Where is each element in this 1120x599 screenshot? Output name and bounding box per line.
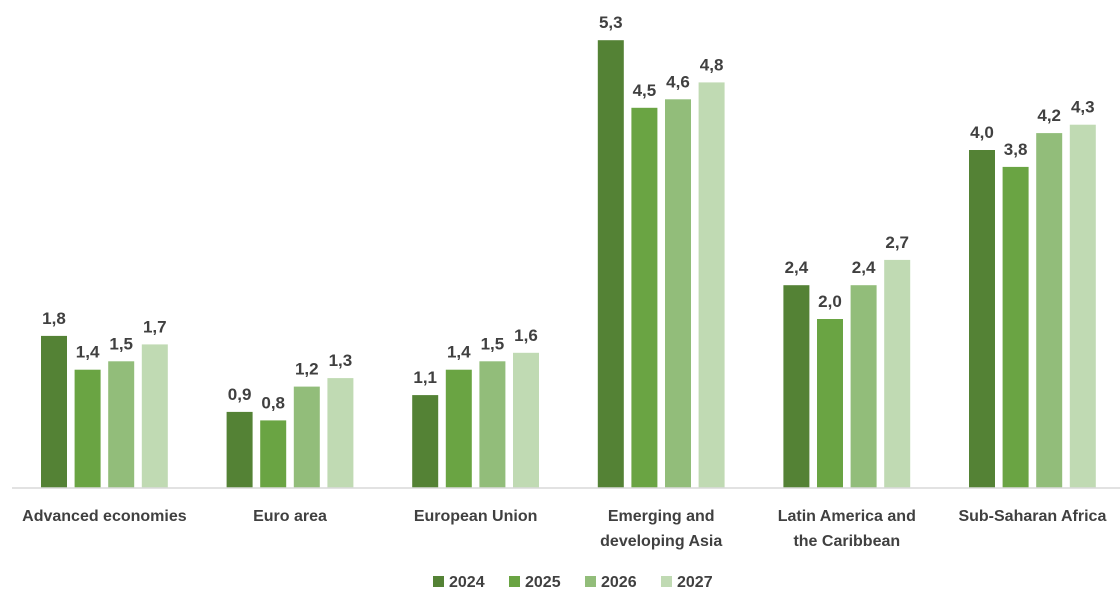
bar-2024-2 — [412, 395, 439, 489]
legend-swatch-2026 — [585, 576, 596, 587]
bar-2027-1 — [327, 378, 354, 488]
data-label: 2,4 — [852, 258, 876, 277]
data-label: 4,6 — [666, 72, 690, 91]
category-label: European Union — [414, 508, 538, 525]
bar-2026-2 — [479, 361, 506, 489]
bar-2027-0 — [141, 344, 168, 489]
data-label: 1,5 — [481, 334, 505, 353]
bar-2027-3 — [698, 82, 725, 489]
bar-2024-5 — [969, 150, 995, 488]
data-label: 4,2 — [1037, 106, 1061, 125]
bar-2027-5 — [1069, 124, 1096, 488]
data-label: 4,3 — [1071, 98, 1095, 117]
bar-2026-0 — [108, 361, 135, 489]
bar-2024-3 — [597, 40, 624, 488]
legend-label: 2026 — [601, 574, 637, 591]
bar-2025-4 — [817, 319, 843, 488]
bar-2026-1 — [293, 386, 320, 488]
data-label: 5,3 — [599, 13, 623, 32]
category-label: Emerging and — [608, 508, 715, 525]
data-label: 1,4 — [447, 343, 471, 362]
bar-2026-5 — [1036, 133, 1063, 488]
data-label: 1,7 — [143, 317, 167, 336]
data-label: 0,9 — [228, 385, 252, 404]
bar-2027-4 — [884, 259, 911, 489]
legend-label: 2025 — [525, 574, 561, 591]
data-label: 1,6 — [514, 326, 538, 345]
data-label: 3,8 — [1004, 140, 1028, 159]
bar-2024-4 — [783, 285, 810, 488]
bar-2024-0 — [41, 335, 67, 488]
bar-2024-1 — [226, 411, 253, 488]
data-label: 0,8 — [261, 393, 285, 412]
bar-2025-2 — [445, 369, 472, 488]
data-label: 4,5 — [633, 81, 657, 100]
data-labels-layer: 1,8 1,4 1,5 1,7 0,9 0,8 1,2 1,3 1,1 1,4 1,5 1,6 5,3 4… — [42, 13, 1094, 412]
bar-2025-0 — [74, 369, 101, 488]
data-label: 1,4 — [76, 343, 100, 362]
data-label: 2,0 — [818, 292, 842, 311]
legend-swatch-2025 — [509, 576, 520, 587]
legend-swatch-2024 — [433, 576, 444, 587]
bar-2025-3 — [631, 107, 658, 489]
bar-2026-4 — [850, 285, 877, 488]
data-label: 2,4 — [785, 258, 809, 277]
legend-swatch-2027 — [661, 576, 672, 587]
bars-layer — [41, 40, 1096, 489]
data-label: 2,7 — [885, 233, 909, 252]
category-label: the Caribbean — [793, 533, 900, 550]
data-label: 1,2 — [295, 360, 319, 379]
bar-2025-5 — [1002, 166, 1029, 488]
legend-label: 2027 — [677, 574, 713, 591]
legend-label: 2024 — [449, 574, 485, 591]
category-label: developing Asia — [600, 533, 722, 550]
category-labels-layer: Advanced economies Euro area European Unio… — [22, 508, 1106, 550]
bar-2027-2 — [513, 352, 539, 488]
data-label: 4,0 — [970, 123, 994, 142]
data-label: 1,3 — [329, 351, 353, 370]
category-label: Euro area — [253, 508, 327, 525]
legend: 2024 2025 2026 2027 — [433, 574, 713, 591]
category-label: Latin America and — [778, 508, 916, 525]
category-label: Advanced economies — [22, 508, 187, 525]
bar-2026-3 — [665, 99, 691, 489]
data-label: 1,5 — [109, 334, 133, 353]
data-label: 1,8 — [42, 309, 66, 328]
bar-2025-1 — [260, 420, 287, 488]
data-label: 4,8 — [700, 55, 724, 74]
category-label: Sub-Saharan Africa — [958, 508, 1106, 525]
data-label: 1,1 — [413, 368, 437, 387]
